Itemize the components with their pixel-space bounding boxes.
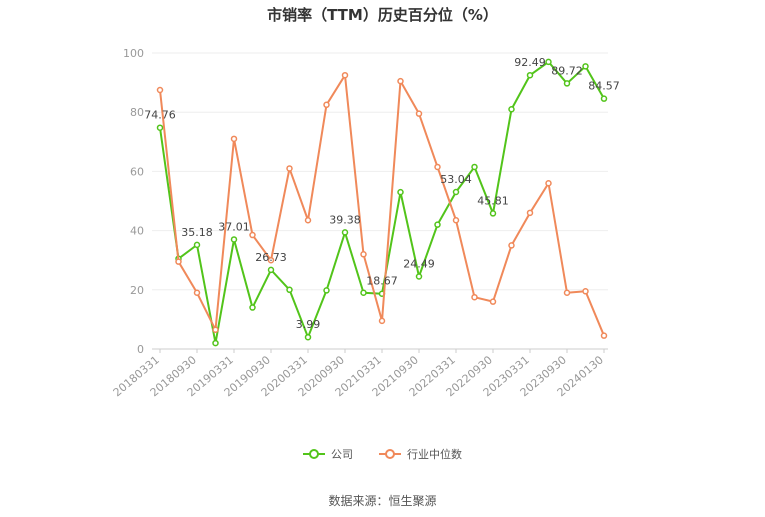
series-1-point <box>508 242 515 249</box>
series-0-point <box>508 105 515 113</box>
series-0-point <box>434 221 441 228</box>
series-1-point <box>452 216 460 224</box>
series-1-point <box>434 163 441 171</box>
y-tick-label: 40 <box>130 225 144 238</box>
y-tick-label: 0 <box>137 343 144 356</box>
series-1-point <box>471 293 478 301</box>
data-label: 18.67 <box>366 275 398 288</box>
data-label: 26.73 <box>255 251 287 264</box>
legend-line-marker-icon <box>379 449 401 459</box>
series-0-point <box>545 58 552 66</box>
series-1-point <box>360 251 367 258</box>
legend-label-industry-median: 行业中位数 <box>407 448 462 461</box>
series-1-point <box>230 135 238 143</box>
y-tick-label: 20 <box>130 284 144 297</box>
data-label: 74.76 <box>144 109 176 122</box>
series-1-point <box>175 258 182 265</box>
series-0-point <box>526 71 534 79</box>
series-0-point <box>156 124 164 131</box>
series-0-point <box>323 287 330 294</box>
series-0-point <box>397 188 404 196</box>
series-0-point <box>286 286 293 294</box>
legend: 公司 行业中位数 <box>0 446 765 462</box>
series-1-point <box>489 298 497 305</box>
series-1-point <box>323 101 330 109</box>
data-labels: 74.76 35.18 37.01 26.73 3.99 39.38 18.67 24.49 5… <box>144 56 620 331</box>
series-1-point <box>397 77 404 85</box>
series-0-point <box>563 80 571 87</box>
legend-item-company[interactable]: 公司 <box>303 446 353 462</box>
series-1-point <box>563 289 571 297</box>
data-label: 45.81 <box>477 194 509 207</box>
series-1-point <box>378 317 386 325</box>
data-label: 35.18 <box>181 226 213 239</box>
series-1-point <box>156 86 164 94</box>
series-1-point <box>526 209 534 217</box>
series-0-point <box>212 339 219 347</box>
data-source: 数据来源：恒生聚源 <box>328 494 437 508</box>
legend-line-marker-icon <box>303 449 325 459</box>
series-0-point <box>341 229 349 236</box>
series-0-point <box>452 188 460 196</box>
data-label: 37.01 <box>218 220 250 233</box>
data-label: 84.57 <box>588 80 620 93</box>
y-tick-label: 60 <box>130 165 144 178</box>
series-1-point <box>212 326 219 334</box>
series-0-point <box>415 273 423 280</box>
series-0-point <box>304 333 312 341</box>
series-0-point <box>193 241 201 249</box>
series-1-point <box>249 231 256 239</box>
data-label: 53.04 <box>440 173 472 186</box>
series-1-point <box>582 288 589 295</box>
series-1-point <box>286 165 293 172</box>
series-0-point <box>489 210 497 217</box>
y-tick-label: 80 <box>130 106 144 119</box>
series-1-point <box>545 179 552 187</box>
data-label: 24.49 <box>403 258 435 271</box>
series-0-point <box>267 266 275 274</box>
chart-title: 市销率（TTM）历史百分位（%） <box>267 6 498 24</box>
series-0-point <box>230 236 238 243</box>
data-label: 3.99 <box>296 318 321 331</box>
series-0-point <box>582 63 589 70</box>
series-1-point <box>415 110 423 117</box>
y-tick-label: 100 <box>123 47 144 60</box>
series-0-point <box>249 304 256 311</box>
series-0-point <box>600 95 608 102</box>
series-1-point <box>600 332 608 339</box>
legend-label-company: 公司 <box>331 448 353 461</box>
data-label: 89.72 <box>551 64 583 77</box>
series-0-point <box>471 163 478 171</box>
series-1-point <box>341 71 349 79</box>
series-1-point <box>193 289 201 297</box>
series-lines <box>156 58 608 347</box>
legend-item-industry-median[interactable]: 行业中位数 <box>379 446 462 462</box>
series-0-point <box>360 289 367 297</box>
grid-lines <box>152 52 608 350</box>
series-1-point <box>267 256 275 264</box>
data-label: 39.38 <box>329 213 361 226</box>
data-label: 92.49 <box>514 56 546 69</box>
series-1-point <box>304 216 312 224</box>
